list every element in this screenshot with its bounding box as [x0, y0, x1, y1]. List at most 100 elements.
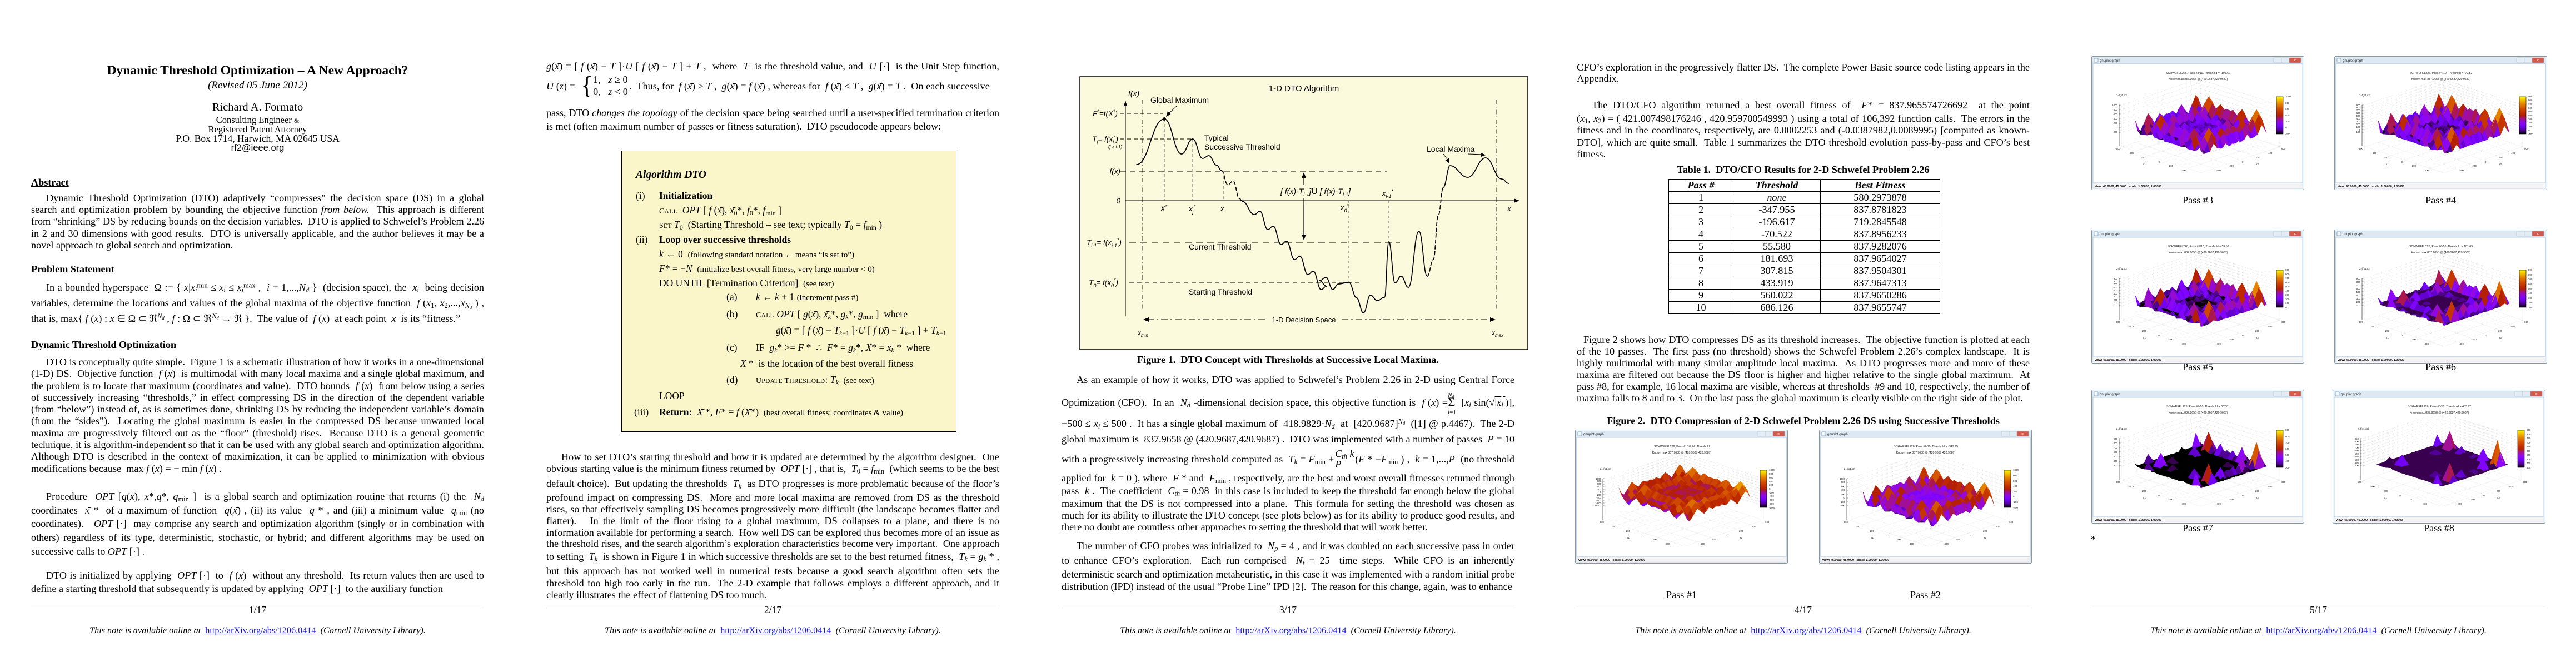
svg-text:100: 100 — [2356, 304, 2361, 307]
svg-text:0: 0 — [2483, 494, 2485, 497]
svg-text:700: 700 — [2114, 283, 2118, 286]
svg-text:-400: -400 — [2459, 342, 2464, 345]
svg-text:800: 800 — [2355, 440, 2359, 443]
svg-text:x2: x2 — [2497, 496, 2500, 500]
svg-text:Known max 837.9658 @ (420.9687: Known max 837.9658 @ (420.9687,420.9687) — [1896, 451, 1956, 455]
svg-text:200: 200 — [1983, 530, 1987, 532]
svg-text:(j > i-1): (j > i-1) — [1108, 145, 1122, 150]
svg-text:-200: -200 — [2472, 338, 2477, 341]
svg-text:400: 400 — [2114, 460, 2118, 462]
svg-text:0: 0 — [2159, 494, 2160, 497]
svg-text:SCHWEFEL226, Pass #8/10, Thres: SCHWEFEL226, Pass #8/10, Threshold = 433… — [2408, 405, 2471, 409]
svg-text:200: 200 — [1597, 488, 1602, 491]
svg-text:x2: x2 — [2499, 336, 2502, 340]
svg-text:300: 300 — [2114, 295, 2118, 298]
svg-text:SCHWEFEL226, Pass #2/10, Thres: SCHWEFEL226, Pass #2/10, Threshold = -34… — [1894, 445, 1958, 449]
svg-text:400: 400 — [2114, 292, 2118, 295]
svg-text:0: 0 — [2285, 126, 2287, 129]
svg-text:-1000: -1000 — [1595, 504, 1602, 507]
svg-text:200: 200 — [1897, 538, 1901, 541]
svg-text:300: 300 — [2114, 464, 2118, 467]
svg-text:600: 600 — [2281, 321, 2286, 323]
svg-text:-200: -200 — [1769, 491, 1774, 494]
svg-text:view: 45.0000, 45.0000 scale: view: 45.0000, 45.0000 scale: 1.00000, 1… — [2336, 519, 2403, 522]
svg-text:400: 400 — [2182, 502, 2186, 505]
svg-text:-400: -400 — [1612, 525, 1617, 528]
svg-text:200: 200 — [2255, 490, 2260, 492]
svg-text:gnuplot graph: gnuplot graph — [1827, 433, 1848, 436]
svg-text:200: 200 — [2412, 338, 2416, 341]
svg-text:100: 100 — [2114, 301, 2118, 304]
svg-text:200: 200 — [2285, 298, 2290, 301]
svg-text:x0*: x0* — [1340, 203, 1349, 213]
svg-text:0: 0 — [1970, 534, 1971, 537]
svg-text:550: 550 — [2527, 454, 2531, 456]
svg-text:×: × — [2535, 392, 2537, 396]
svg-text:900: 900 — [2285, 429, 2290, 431]
svg-text:200: 200 — [2356, 301, 2361, 303]
svg-text:-800: -800 — [1769, 502, 1774, 505]
svg-text:600: 600 — [1841, 485, 1846, 488]
svg-text:1000: 1000 — [2112, 104, 2117, 107]
svg-text:200: 200 — [2169, 165, 2174, 167]
svg-text:-200: -200 — [2013, 501, 2018, 504]
svg-text:×: × — [2537, 232, 2539, 236]
svg-text:-400: -400 — [2216, 169, 2221, 172]
svg-text:700: 700 — [2355, 446, 2359, 449]
svg-text:650: 650 — [2527, 445, 2531, 448]
svg-text:200: 200 — [2169, 498, 2174, 501]
svg-text:Tj= f(xj*): Tj= f(xj*) — [1092, 135, 1118, 145]
svg-text:800: 800 — [1597, 480, 1602, 482]
svg-text:-200: -200 — [2141, 330, 2146, 332]
svg-text:600: 600 — [2356, 112, 2361, 115]
svg-text:400: 400 — [2268, 325, 2273, 328]
svg-text:200: 200 — [2497, 490, 2501, 492]
svg-text:600: 600 — [2524, 147, 2529, 150]
svg-text:800: 800 — [2013, 474, 2017, 477]
svg-text:900: 900 — [2356, 277, 2361, 280]
svg-text:400: 400 — [1996, 525, 2000, 528]
svg-text:400: 400 — [2285, 460, 2290, 462]
svg-text:view: 45.0000, 45.0000 scale: view: 45.0000, 45.0000 scale: 1.00000, 1… — [2095, 185, 2161, 188]
svg-text:600: 600 — [1769, 476, 1773, 479]
svg-text:Known max 837.9658 @ (420.9687: Known max 837.9658 @ (420.9687,420.9687) — [2169, 78, 2228, 81]
svg-text:200: 200 — [2255, 156, 2260, 159]
svg-text:800: 800 — [2285, 273, 2290, 276]
svg-text:800: 800 — [2114, 108, 2118, 111]
svg-text:600: 600 — [2114, 286, 2118, 289]
svg-text:-400: -400 — [1700, 542, 1705, 545]
svg-text:850: 850 — [2355, 437, 2359, 440]
svg-text:-400: -400 — [1596, 496, 1601, 499]
svg-text:-200: -200 — [1712, 538, 1717, 541]
svg-text:900: 900 — [2285, 268, 2290, 271]
svg-text:-200: -200 — [2112, 131, 2117, 133]
svg-text:-200: -200 — [2384, 330, 2389, 332]
svg-text:400: 400 — [2182, 169, 2186, 172]
svg-text:0: 0 — [2242, 334, 2244, 337]
svg-text:400: 400 — [2013, 485, 2017, 487]
svg-text:-800: -800 — [1596, 502, 1601, 505]
svg-text:900: 900 — [2114, 437, 2118, 440]
svg-text:0: 0 — [1886, 534, 1888, 537]
svg-text:800: 800 — [2114, 280, 2118, 283]
svg-text:400: 400 — [2509, 485, 2514, 488]
svg-text:1000: 1000 — [2013, 469, 2019, 471]
svg-text:0: 0 — [2116, 126, 2118, 129]
svg-text:200: 200 — [2285, 120, 2290, 123]
svg-text:z=f(x1,x2): z=f(x1,x2) — [1844, 467, 1856, 470]
svg-text:500: 500 — [2356, 115, 2361, 117]
svg-text:200: 200 — [2410, 498, 2415, 501]
svg-text:z=f(x1,x2): z=f(x1,x2) — [2359, 267, 2371, 270]
svg-text:view: 45.0000, 45.0000 scale: view: 45.0000, 45.0000 scale: 1.00000, 1… — [1822, 559, 1889, 562]
svg-text:0: 0 — [2116, 304, 2118, 307]
svg-text:400: 400 — [2425, 169, 2429, 172]
svg-text:-200: -200 — [2229, 338, 2234, 341]
svg-text:0: 0 — [1844, 496, 1846, 499]
svg-text:700: 700 — [2356, 284, 2361, 287]
svg-text:800: 800 — [2356, 106, 2361, 109]
svg-text:-400: -400 — [1856, 525, 1861, 528]
svg-text:400: 400 — [2285, 290, 2290, 292]
svg-text:600: 600 — [2281, 147, 2286, 150]
svg-text:600: 600 — [2281, 481, 2286, 484]
svg-text:0: 0 — [2285, 306, 2287, 309]
